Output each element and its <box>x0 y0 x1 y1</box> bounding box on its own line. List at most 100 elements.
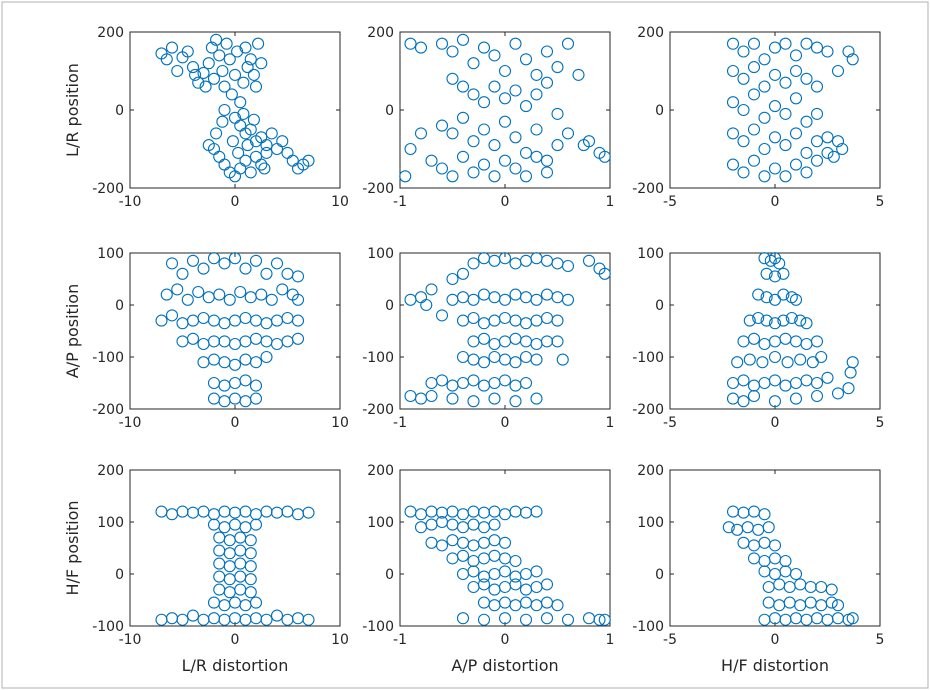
data-point <box>794 353 807 366</box>
data-point <box>488 139 501 152</box>
data-point <box>768 350 782 364</box>
data-point <box>800 146 813 159</box>
data-point <box>810 376 824 390</box>
data-point <box>831 64 845 78</box>
data-point <box>498 154 512 167</box>
data-point <box>446 127 459 140</box>
data-point <box>189 68 202 81</box>
data-point <box>234 96 247 109</box>
data-point <box>540 154 554 167</box>
data-point <box>249 379 263 392</box>
data-point <box>810 41 824 54</box>
data-point <box>260 267 273 280</box>
data-point <box>477 41 491 54</box>
data-point <box>244 573 257 586</box>
data-point <box>249 596 263 609</box>
data-point <box>456 80 470 93</box>
data-point <box>779 170 792 183</box>
data-point <box>477 96 491 109</box>
data-point <box>756 356 769 369</box>
data-point <box>598 267 611 280</box>
data-point <box>477 578 491 591</box>
data-point <box>435 309 449 322</box>
data-point <box>202 57 215 70</box>
data-point <box>165 41 179 54</box>
x-tick-label: 5 <box>876 194 885 210</box>
data-point <box>551 335 564 348</box>
data-point <box>768 395 782 408</box>
data-point <box>540 578 554 591</box>
data-point <box>467 135 480 148</box>
data-point <box>234 285 247 299</box>
data-point <box>244 53 257 66</box>
data-point <box>218 257 231 270</box>
data-point <box>530 68 543 81</box>
data-point <box>726 64 740 78</box>
y-tick-label: 0 <box>655 103 664 119</box>
data-point <box>192 285 205 299</box>
data-point <box>747 37 761 50</box>
data-point <box>726 127 740 140</box>
data-point <box>258 162 271 175</box>
data-point <box>467 257 480 270</box>
data-point <box>768 317 782 330</box>
data-point <box>249 392 263 405</box>
data-point <box>509 37 522 50</box>
y-tick-label: -200 <box>632 181 664 197</box>
y-tick-label: -100 <box>92 619 124 635</box>
data-point <box>435 119 449 132</box>
data-point <box>789 92 803 105</box>
data-point <box>509 356 522 369</box>
data-point <box>827 150 840 163</box>
data-point <box>477 123 491 136</box>
data-point <box>758 53 771 66</box>
data-point <box>249 254 263 267</box>
data-point <box>244 534 257 547</box>
x-tick-label: -10 <box>119 194 142 210</box>
data-point <box>758 170 771 183</box>
data-point <box>800 72 813 85</box>
x-tick-label: 0 <box>501 415 510 431</box>
data-point <box>488 170 501 183</box>
data-point <box>414 127 428 140</box>
data-point <box>773 257 786 270</box>
data-point <box>237 76 250 89</box>
data-point <box>488 518 501 531</box>
data-point <box>239 262 252 275</box>
y-tick-label: 0 <box>385 298 394 314</box>
data-point <box>435 37 449 50</box>
data-point <box>785 311 798 325</box>
y-tick-label: 0 <box>385 567 394 583</box>
data-point <box>726 37 740 50</box>
data-point <box>425 283 438 296</box>
data-point <box>577 139 590 152</box>
x-tick-label: 0 <box>231 415 240 431</box>
data-point <box>239 41 252 54</box>
data-point <box>477 158 491 171</box>
data-point <box>726 96 740 109</box>
data-point <box>789 158 803 171</box>
data-point <box>237 107 250 120</box>
data-point <box>821 45 834 58</box>
data-point <box>488 392 501 405</box>
data-point <box>737 374 750 387</box>
panel-r1-c1: -1 0 1 -200 -100 0 100 <box>362 246 614 431</box>
data-point <box>498 115 512 128</box>
data-point <box>260 146 273 159</box>
data-point <box>446 72 459 85</box>
data-point <box>825 596 838 609</box>
data-point <box>747 123 761 136</box>
data-point <box>218 80 231 93</box>
y-tick-label: 0 <box>655 298 664 314</box>
data-point <box>747 332 761 345</box>
data-point <box>446 392 459 405</box>
y-tick-label: 200 <box>97 25 124 41</box>
data-point <box>399 170 412 183</box>
data-point <box>743 314 756 327</box>
data-point <box>231 45 244 58</box>
data-point <box>747 389 761 403</box>
data-point <box>291 314 305 327</box>
y-tick-label: 100 <box>367 515 394 531</box>
data-point <box>737 72 750 85</box>
axes-box <box>669 469 881 627</box>
